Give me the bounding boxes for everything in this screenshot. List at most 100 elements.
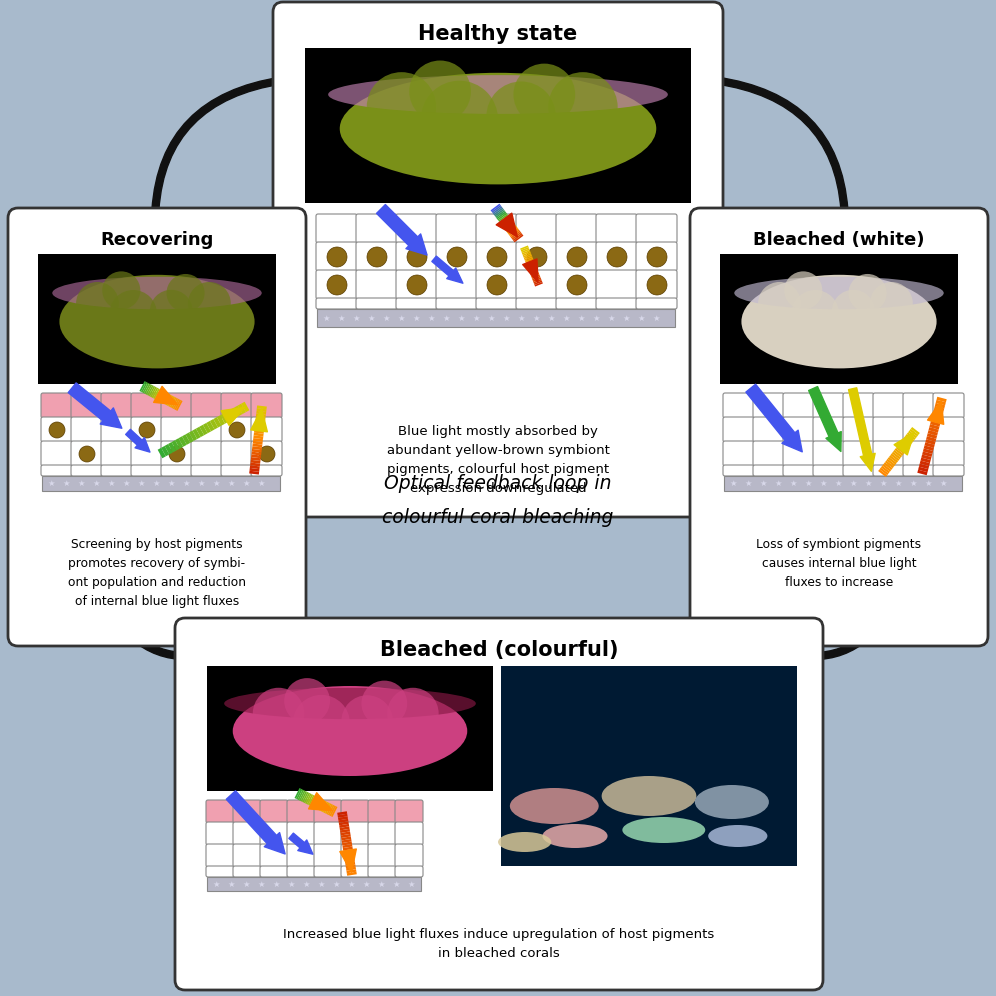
Text: ★: ★ (108, 479, 115, 488)
Circle shape (487, 275, 507, 295)
FancyBboxPatch shape (396, 298, 437, 309)
Text: ★: ★ (909, 479, 916, 488)
FancyBboxPatch shape (395, 800, 423, 823)
Ellipse shape (543, 824, 608, 848)
FancyBboxPatch shape (813, 393, 844, 418)
Text: ★: ★ (820, 479, 827, 488)
Ellipse shape (602, 776, 696, 816)
FancyBboxPatch shape (314, 866, 342, 877)
Text: ★: ★ (227, 479, 235, 488)
FancyBboxPatch shape (903, 393, 934, 418)
Circle shape (870, 282, 912, 325)
FancyBboxPatch shape (287, 866, 315, 877)
FancyBboxPatch shape (396, 242, 437, 271)
FancyBboxPatch shape (933, 441, 964, 466)
Text: ★: ★ (472, 314, 480, 323)
Text: ★: ★ (622, 314, 629, 323)
FancyBboxPatch shape (436, 298, 477, 309)
Circle shape (758, 282, 801, 325)
Circle shape (229, 422, 245, 438)
FancyBboxPatch shape (71, 417, 102, 442)
FancyBboxPatch shape (903, 465, 934, 476)
Circle shape (342, 695, 392, 747)
Bar (501, 666, 797, 866)
Text: ★: ★ (377, 879, 384, 888)
FancyBboxPatch shape (395, 866, 423, 877)
Circle shape (486, 82, 556, 151)
FancyBboxPatch shape (131, 441, 162, 466)
FancyBboxPatch shape (516, 298, 557, 309)
Text: ★: ★ (348, 879, 355, 888)
FancyBboxPatch shape (71, 465, 102, 476)
FancyBboxPatch shape (161, 465, 192, 476)
Text: ★: ★ (412, 314, 419, 323)
FancyArrowPatch shape (894, 432, 914, 455)
FancyBboxPatch shape (101, 393, 132, 418)
FancyBboxPatch shape (131, 393, 162, 418)
Text: ★: ★ (637, 314, 644, 323)
FancyBboxPatch shape (368, 866, 396, 877)
FancyBboxPatch shape (273, 2, 723, 517)
FancyBboxPatch shape (161, 417, 192, 442)
Text: Increased blue light fluxes induce upregulation of host pigments
in bleached cor: Increased blue light fluxes induce upreg… (284, 928, 714, 960)
Ellipse shape (510, 788, 599, 824)
FancyBboxPatch shape (356, 214, 397, 243)
Text: ★: ★ (457, 314, 465, 323)
FancyBboxPatch shape (341, 800, 369, 823)
FancyBboxPatch shape (71, 393, 102, 418)
FancyBboxPatch shape (903, 417, 934, 442)
FancyBboxPatch shape (368, 844, 396, 867)
FancyBboxPatch shape (516, 270, 557, 299)
FancyBboxPatch shape (251, 417, 282, 442)
FancyBboxPatch shape (221, 441, 252, 466)
Bar (38, 254, 276, 384)
FancyBboxPatch shape (396, 270, 437, 299)
Text: ★: ★ (502, 314, 510, 323)
FancyArrowPatch shape (153, 386, 177, 404)
Text: ★: ★ (123, 479, 129, 488)
FancyBboxPatch shape (843, 393, 874, 418)
FancyBboxPatch shape (191, 393, 222, 418)
Ellipse shape (708, 825, 767, 847)
Text: ★: ★ (392, 879, 399, 888)
FancyBboxPatch shape (260, 822, 288, 845)
FancyBboxPatch shape (813, 441, 844, 466)
Circle shape (367, 247, 387, 267)
Text: ★: ★ (397, 314, 404, 323)
FancyBboxPatch shape (287, 844, 315, 867)
Circle shape (514, 64, 576, 125)
FancyBboxPatch shape (314, 844, 342, 867)
FancyBboxPatch shape (251, 393, 282, 418)
FancyBboxPatch shape (723, 465, 754, 476)
FancyBboxPatch shape (723, 417, 754, 442)
Circle shape (76, 282, 119, 325)
Text: ★: ★ (608, 314, 615, 323)
Bar (720, 254, 958, 384)
FancyBboxPatch shape (314, 800, 342, 823)
Circle shape (784, 271, 823, 310)
Text: ★: ★ (744, 479, 752, 488)
Text: Bleached (colourful): Bleached (colourful) (379, 640, 619, 660)
Bar (207, 666, 493, 791)
FancyBboxPatch shape (843, 441, 874, 466)
Text: ★: ★ (804, 479, 812, 488)
Ellipse shape (328, 75, 668, 114)
Text: ★: ★ (593, 314, 600, 323)
FancyBboxPatch shape (175, 618, 823, 990)
Text: Healthy state: Healthy state (418, 24, 578, 44)
Text: ★: ★ (47, 479, 55, 488)
Text: ★: ★ (850, 479, 857, 488)
FancyBboxPatch shape (556, 214, 597, 243)
FancyBboxPatch shape (873, 465, 904, 476)
Text: ★: ★ (729, 479, 737, 488)
FancyBboxPatch shape (933, 417, 964, 442)
FancyArrowPatch shape (715, 77, 859, 232)
Bar (42, 476, 280, 491)
Circle shape (327, 275, 347, 295)
Ellipse shape (52, 277, 262, 309)
FancyArrowPatch shape (496, 213, 517, 237)
Text: ★: ★ (242, 479, 250, 488)
FancyBboxPatch shape (316, 270, 357, 299)
FancyBboxPatch shape (368, 800, 396, 823)
Ellipse shape (498, 832, 552, 852)
